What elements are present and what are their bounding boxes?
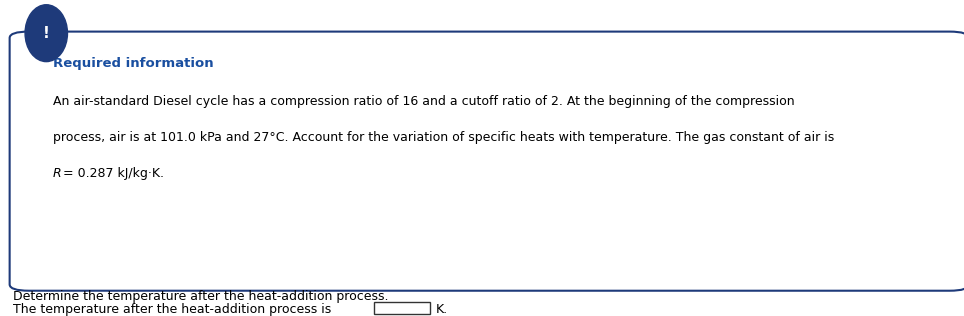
Text: K.: K.: [436, 303, 448, 316]
Text: process, air is at 101.0 kPa and 27°C. Account for the variation of specific hea: process, air is at 101.0 kPa and 27°C. A…: [53, 131, 834, 144]
Text: An air-standard Diesel cycle has a compression ratio of 16 and a cutoff ratio of: An air-standard Diesel cycle has a compr…: [53, 95, 794, 108]
FancyBboxPatch shape: [10, 32, 964, 291]
Text: Required information: Required information: [53, 57, 214, 70]
Text: R: R: [53, 167, 62, 180]
Text: The temperature after the heat-addition process is: The temperature after the heat-addition …: [13, 303, 332, 316]
FancyBboxPatch shape: [374, 302, 430, 314]
Text: !: !: [42, 26, 50, 41]
Text: Determine the temperature after the heat-addition process.: Determine the temperature after the heat…: [13, 290, 389, 303]
Ellipse shape: [25, 5, 67, 62]
Text: = 0.287 kJ/kg·K.: = 0.287 kJ/kg·K.: [63, 167, 164, 180]
